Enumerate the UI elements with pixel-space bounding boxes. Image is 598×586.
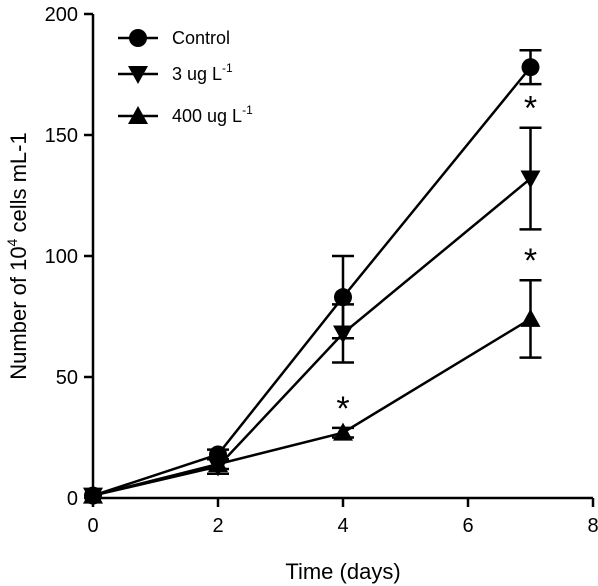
- significance-marker: *: [524, 90, 537, 128]
- x-tick-label: 2: [212, 515, 223, 537]
- series-line: [92, 66, 532, 497]
- legend-label: Control: [172, 28, 230, 48]
- data-point: [334, 288, 352, 307]
- legend-label-name: 400 ug L: [172, 106, 242, 126]
- data-point: [208, 454, 228, 473]
- data-point: [520, 308, 541, 327]
- data-point: [521, 58, 540, 77]
- legend-label: 3 ug L-1: [172, 61, 233, 84]
- series-3: [83, 278, 542, 504]
- data-point: [333, 422, 353, 441]
- data-point: [83, 485, 103, 504]
- x-tick-label: 0: [87, 515, 98, 537]
- data-point: [333, 325, 353, 344]
- legend-label-name: Control: [172, 28, 230, 48]
- annotation-layer: * * *: [336, 90, 537, 428]
- legend-label-superscript: -1: [242, 103, 253, 117]
- y-axis-label-prefix: Number of 10: [6, 246, 31, 379]
- series-1: [84, 49, 542, 505]
- y-axis-label: Number of 104 cells mL-1: [4, 132, 31, 379]
- legend-label: 400 ug L-1: [172, 103, 253, 126]
- legend-item-2: 3 ug L-1: [118, 61, 233, 84]
- series-2: [83, 126, 542, 506]
- data-point: [520, 170, 541, 189]
- y-axis-label-suffix: cells mL-1: [6, 132, 31, 238]
- x-tick-label: 4: [337, 515, 348, 537]
- x-tick-label: 6: [462, 515, 473, 537]
- series-layer: [83, 49, 542, 506]
- y-axis-label-superscript: 4: [4, 238, 20, 246]
- legend-marker: [128, 66, 148, 84]
- y-tick-label: 50: [56, 367, 78, 389]
- x-tick-label: 8: [587, 515, 598, 537]
- legend-item-3: 400 ug L-1: [118, 103, 253, 126]
- y-tick-label: 0: [67, 488, 78, 510]
- legend-item-1: Control: [118, 28, 230, 48]
- legend-marker: [128, 106, 148, 124]
- significance-marker: *: [336, 390, 349, 428]
- legend-marker: [129, 29, 147, 47]
- axes: 0 2 4 6 8 0 50 100 150 200: [45, 4, 598, 537]
- y-tick-label: 200: [45, 4, 78, 26]
- legend-label-superscript: -1: [222, 61, 233, 75]
- y-tick-label: 150: [45, 125, 78, 147]
- significance-marker: *: [524, 242, 537, 280]
- series-line: [92, 317, 532, 497]
- x-axis-label: Time (days): [285, 559, 400, 584]
- legend-label-name: 3 ug L: [172, 64, 222, 84]
- y-tick-label: 100: [45, 246, 78, 268]
